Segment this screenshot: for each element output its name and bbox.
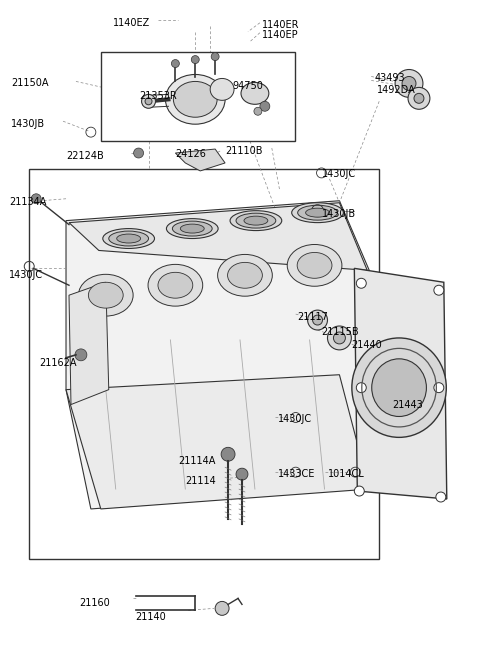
Text: 1430JB: 1430JB — [12, 119, 46, 129]
Polygon shape — [69, 283, 109, 405]
Circle shape — [192, 56, 199, 64]
Text: 1140EZ: 1140EZ — [113, 18, 150, 28]
Ellipse shape — [166, 74, 225, 124]
Text: 1492DA: 1492DA — [377, 85, 416, 95]
Ellipse shape — [228, 262, 263, 288]
Circle shape — [327, 326, 351, 350]
Ellipse shape — [297, 252, 332, 279]
Circle shape — [254, 107, 262, 115]
Circle shape — [260, 101, 270, 111]
Text: 21162A: 21162A — [39, 358, 77, 368]
Polygon shape — [69, 203, 367, 270]
Circle shape — [434, 382, 444, 393]
Text: 21150A: 21150A — [12, 78, 49, 89]
Ellipse shape — [287, 244, 342, 286]
Circle shape — [211, 53, 219, 60]
Circle shape — [308, 310, 327, 330]
Polygon shape — [175, 149, 225, 171]
Polygon shape — [66, 201, 369, 509]
Ellipse shape — [298, 205, 337, 220]
Circle shape — [75, 349, 87, 361]
Ellipse shape — [172, 221, 212, 236]
Ellipse shape — [145, 98, 152, 105]
Circle shape — [356, 382, 366, 393]
Ellipse shape — [306, 208, 329, 217]
Circle shape — [395, 70, 423, 97]
Bar — [29, 169, 379, 558]
Circle shape — [356, 279, 366, 288]
Ellipse shape — [117, 234, 141, 243]
Circle shape — [402, 76, 416, 91]
Text: 1430JC: 1430JC — [322, 169, 356, 179]
Ellipse shape — [167, 219, 218, 238]
Circle shape — [414, 93, 424, 103]
Ellipse shape — [158, 273, 193, 298]
Circle shape — [408, 87, 430, 109]
Circle shape — [31, 194, 41, 204]
Ellipse shape — [230, 211, 282, 231]
Text: 21140: 21140 — [136, 612, 167, 622]
Text: 43493: 43493 — [374, 74, 405, 83]
Ellipse shape — [78, 275, 133, 316]
Text: 22124B: 22124B — [66, 151, 104, 161]
Ellipse shape — [148, 264, 203, 306]
Text: 21117: 21117 — [298, 312, 328, 322]
Circle shape — [354, 486, 364, 496]
Ellipse shape — [109, 231, 148, 246]
Text: 1430JC: 1430JC — [9, 270, 44, 281]
Ellipse shape — [142, 95, 156, 108]
Circle shape — [312, 315, 323, 325]
Ellipse shape — [244, 216, 268, 225]
Circle shape — [171, 60, 180, 68]
Circle shape — [215, 601, 229, 616]
Text: 24126: 24126 — [175, 149, 206, 159]
Text: 21114A: 21114A — [179, 456, 216, 466]
Circle shape — [221, 447, 235, 461]
Text: 1140EP: 1140EP — [262, 30, 299, 39]
Text: 21443: 21443 — [392, 399, 423, 409]
Ellipse shape — [217, 254, 272, 296]
Text: 21114: 21114 — [185, 476, 216, 486]
Circle shape — [334, 332, 346, 344]
Bar — [101, 52, 295, 141]
Circle shape — [436, 492, 446, 502]
Text: 21160: 21160 — [79, 599, 110, 608]
Ellipse shape — [180, 224, 204, 233]
Text: 1014CL: 1014CL — [327, 469, 364, 479]
Text: 21110B: 21110B — [225, 146, 263, 156]
Text: 1140ER: 1140ER — [262, 20, 300, 30]
Circle shape — [236, 468, 248, 480]
Text: 21115B: 21115B — [322, 327, 359, 337]
Ellipse shape — [372, 359, 426, 417]
Circle shape — [434, 285, 444, 295]
Ellipse shape — [352, 338, 446, 438]
Text: 94750: 94750 — [232, 81, 263, 91]
Text: 1430JB: 1430JB — [322, 209, 356, 219]
Text: 21440: 21440 — [351, 340, 382, 350]
Ellipse shape — [292, 203, 343, 223]
Polygon shape — [354, 268, 447, 499]
Ellipse shape — [236, 213, 276, 228]
Text: 21353R: 21353R — [140, 91, 177, 101]
Text: 21134A: 21134A — [9, 196, 47, 207]
Ellipse shape — [103, 229, 155, 248]
Ellipse shape — [241, 82, 269, 104]
Polygon shape — [66, 374, 369, 509]
Ellipse shape — [88, 283, 123, 308]
Ellipse shape — [210, 78, 234, 101]
Text: 1433CE: 1433CE — [278, 469, 315, 479]
Circle shape — [133, 148, 144, 158]
Text: 1430JC: 1430JC — [278, 415, 312, 424]
Ellipse shape — [173, 81, 217, 117]
